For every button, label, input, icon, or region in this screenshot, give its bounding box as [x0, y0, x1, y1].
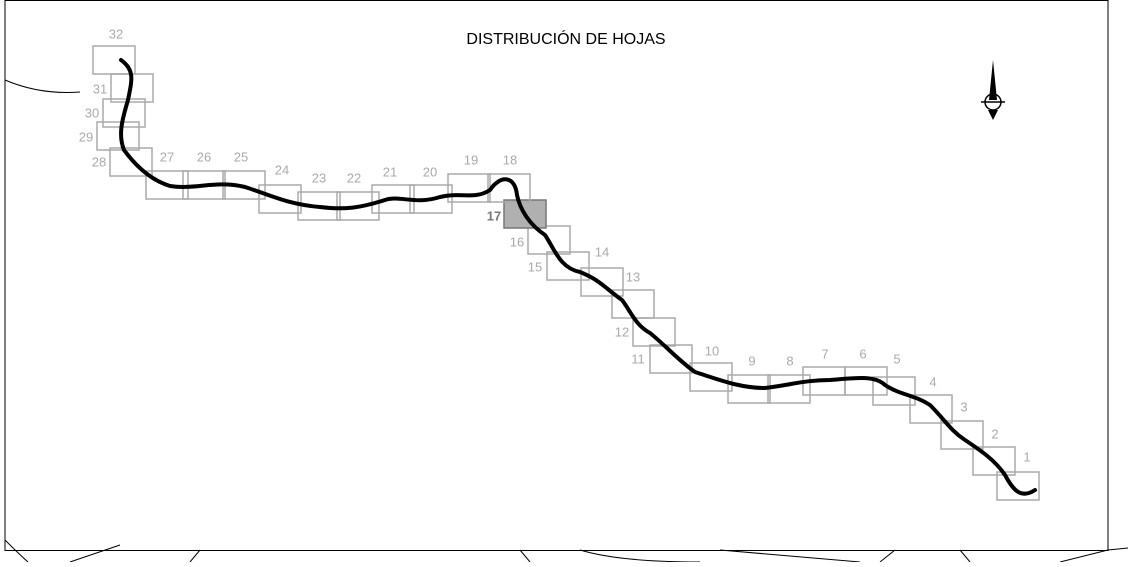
map-frame	[4, 0, 1109, 551]
sheet-box	[527, 225, 571, 255]
sheet-box	[972, 446, 1016, 476]
sheet-label: 13	[626, 269, 640, 284]
sheet-label: 11	[631, 351, 645, 366]
sheet-label: 3	[960, 399, 967, 414]
sheet-label: 17	[487, 208, 501, 223]
sheet-label: 1	[1023, 449, 1030, 464]
sheet-label: 8	[786, 353, 793, 368]
sheet-box	[102, 98, 146, 128]
sheet-label: 10	[705, 343, 719, 358]
sheet-box	[872, 376, 916, 406]
sheet-label: 6	[859, 346, 866, 361]
sheet-box	[297, 191, 341, 221]
sheet-box	[580, 267, 624, 297]
sheet-label: 22	[347, 170, 361, 185]
sheet-box	[996, 471, 1040, 501]
sheet-label: 23	[312, 170, 326, 185]
sheet-label: 12	[615, 324, 629, 339]
sheet-label: 27	[160, 149, 174, 164]
sheet-box	[546, 251, 590, 281]
sheet-box	[336, 191, 380, 221]
sheet-box	[96, 121, 140, 151]
sheet-box	[109, 147, 153, 177]
sheet-box	[909, 394, 953, 424]
sheet-box	[447, 173, 491, 203]
sheet-label: 26	[197, 149, 211, 164]
surrounding-lines	[4, 79, 1128, 563]
sheet-label: 29	[79, 129, 93, 144]
sheet-box	[92, 45, 136, 75]
map-title: DISTRIBUCIÓN DE HOJAS	[466, 29, 665, 48]
sheet-label: 4	[929, 374, 936, 389]
sheet-label: 28	[92, 154, 106, 169]
sheet-label: 2	[991, 426, 998, 441]
river	[119, 58, 1037, 496]
sheet-label: 25	[234, 149, 248, 164]
sheet-label: 16	[510, 234, 524, 249]
sheet-box	[487, 173, 531, 203]
sheet-box	[940, 420, 984, 450]
sheet-box	[689, 362, 733, 392]
sheet-label: 18	[503, 152, 517, 167]
sheet-grid: 1234567891011121314151617181920212223242…	[79, 26, 1040, 501]
sheet-label: 31	[93, 81, 107, 96]
sheet-box	[649, 344, 693, 374]
sheet-label: 24	[275, 162, 289, 177]
sheet-label: 5	[893, 351, 900, 366]
sheet-label: 9	[748, 353, 755, 368]
sheet-label: 7	[821, 346, 828, 361]
north-arrow	[981, 60, 1005, 120]
sheet-label: 20	[423, 164, 437, 179]
sheet-label: 19	[464, 152, 478, 167]
sheet-label: 21	[383, 164, 397, 179]
sheet-label: 14	[595, 244, 609, 259]
sheet-label: 32	[109, 26, 123, 41]
sheet-label: 15	[528, 259, 542, 274]
sheet-label: 30	[85, 105, 99, 120]
